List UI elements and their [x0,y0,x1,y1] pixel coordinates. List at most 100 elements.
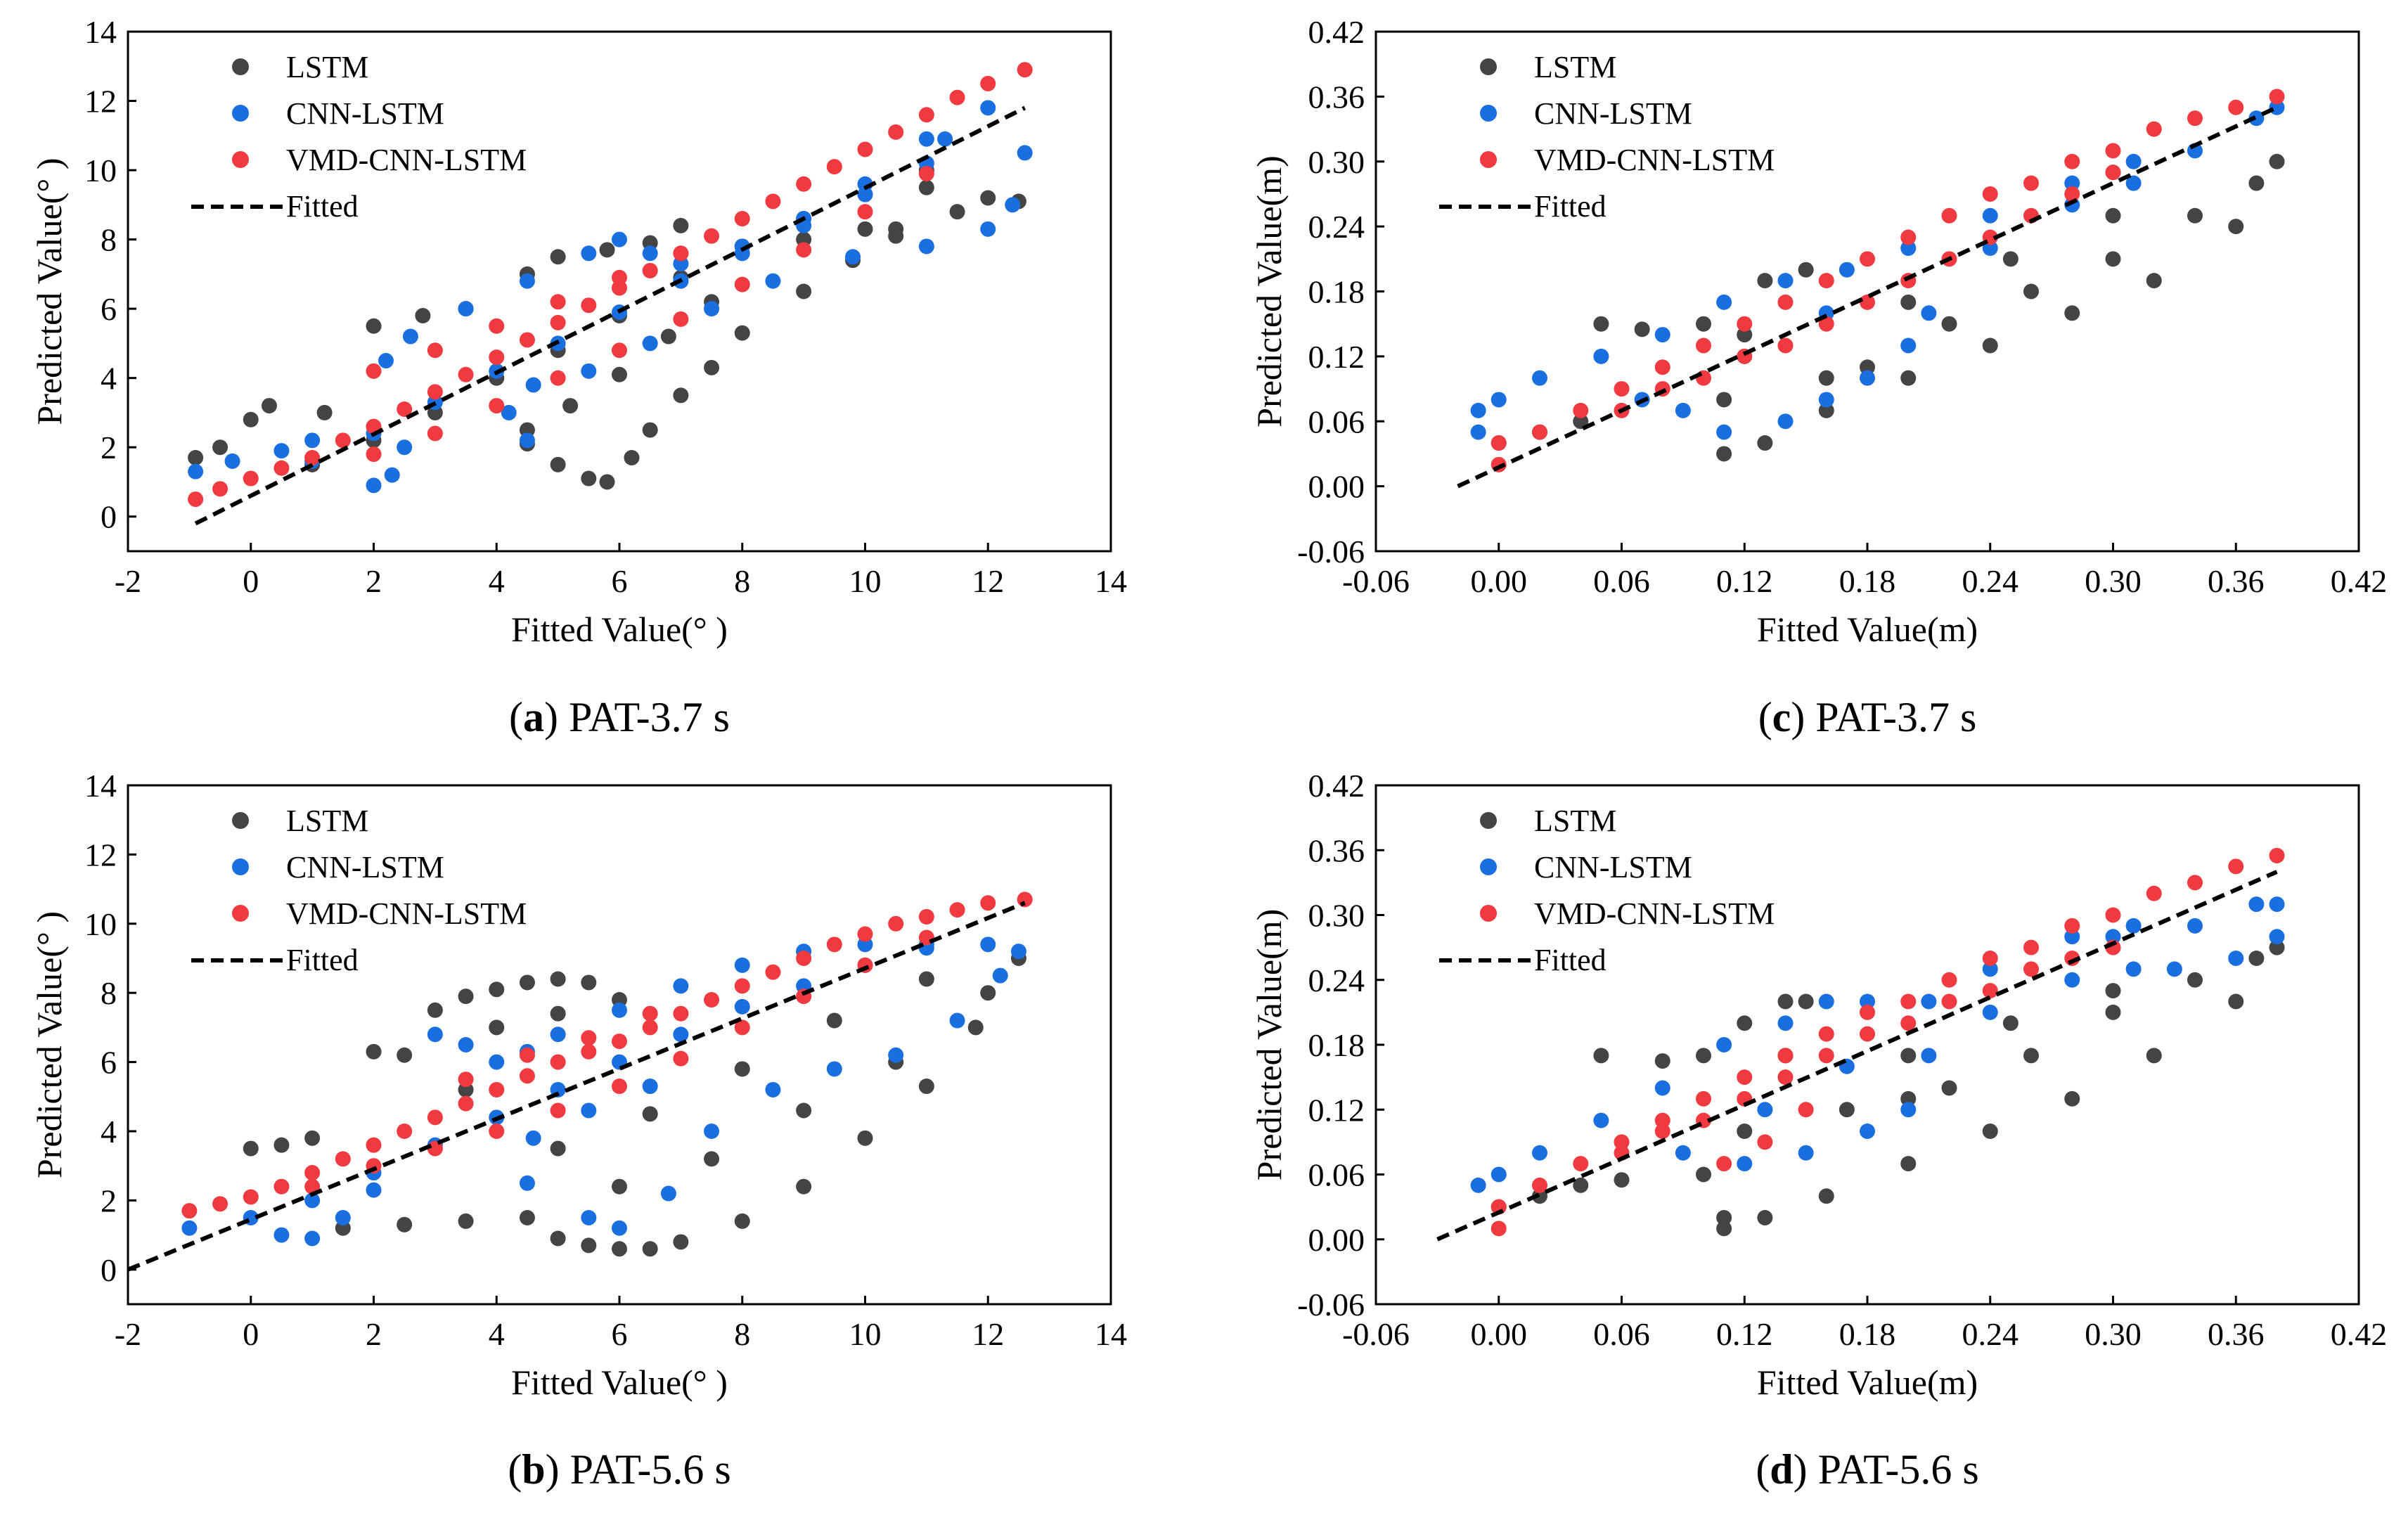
data-point [519,273,535,289]
data-point [1654,359,1670,375]
data-point [704,301,720,317]
data-point [2105,207,2121,224]
data-point [918,131,934,147]
data-point [845,249,861,265]
data-point [980,221,996,237]
data-point [992,967,1008,984]
data-point [181,1203,198,1219]
data-point [612,231,627,247]
data-point [1860,359,1875,375]
data-point [2105,983,2121,999]
legend-label: Fitted [1534,189,1607,224]
data-point [826,1012,842,1029]
data-point [1818,1048,1834,1064]
data-point [1737,1156,1753,1172]
data-point [1654,327,1670,343]
fitted-line [194,105,1026,526]
data-point [550,971,566,987]
data-point [1777,337,1794,354]
data-point [2125,153,2142,169]
data-point [1982,1124,1998,1139]
data-point [550,1054,566,1070]
data-point [489,981,505,998]
data-point [427,1026,443,1043]
data-point [704,1124,720,1139]
data-point [918,238,934,255]
data-point [2023,961,2039,977]
y-tick-label: 6 [101,291,117,327]
data-point [2187,918,2203,934]
chart-b: -2 0 2 4 6 8 10 12 14 0 2 4 6 8 10 12 14 Fitted Value(° )… [30,768,1127,1493]
legend-swatch-lstm [232,58,249,75]
data-point [624,449,640,465]
data-point [458,301,474,317]
plot-area [1457,89,2285,489]
y-tick-label: 8 [101,975,117,1011]
y-tick-label: 0.30 [1308,898,1365,934]
x-tick-label: 6 [612,563,628,599]
data-point [1982,207,1998,224]
y-tick-label: -0.06 [1297,534,1365,569]
data-point [2125,918,2142,934]
fitted-line [128,901,1026,1272]
data-point [734,998,750,1015]
x-axis-label: Fitted Value(° ) [511,610,728,649]
legend-swatch-cnn-lstm [232,858,249,875]
data-point [2187,110,2203,127]
data-point [212,481,228,497]
legend-swatch-lstm [232,812,249,829]
data-point [2187,875,2203,891]
data-point [1982,1004,1998,1020]
legend-label: VMD-CNN-LSTM [1534,896,1775,931]
data-point [1860,993,1875,1010]
series-vmd-cnn-lstm [1490,847,2285,1237]
x-tick-label: 0.00 [1471,563,1528,599]
caption-text: PAT-3.7 s [1805,694,1976,740]
data-point [1573,1156,1589,1172]
data-point [2146,885,2162,901]
caption-text: ( [508,1446,522,1493]
x-tick-label: 0.18 [1839,1316,1896,1352]
y-axis-label: Predicted Value(° ) [30,157,69,425]
data-point [304,432,321,449]
x-tick-label: 0 [243,563,259,599]
data-point [335,1151,351,1167]
caption-text: PAT-5.6 s [560,1446,731,1493]
legend-label: CNN-LSTM [1534,850,1692,884]
y-tick-label: 0 [101,499,117,535]
data-point [1982,983,1998,999]
legend-label: LSTM [286,50,368,84]
data-point [304,1230,321,1247]
caption: (a) PAT-3.7 s [509,694,730,740]
data-point [304,449,321,465]
data-point [1757,1210,1773,1225]
data-point [1777,294,1794,310]
data-point [581,1237,597,1254]
y-axis-label: Predicted Value(° ) [30,911,69,1178]
data-point [1470,424,1486,440]
data-point [918,1079,934,1095]
data-point [581,363,597,379]
data-point [519,1047,535,1063]
series-cnn-lstm [181,936,1026,1247]
data-point [1737,1124,1753,1139]
data-point [1593,1112,1609,1128]
y-tick-label: 0.24 [1308,962,1365,998]
x-tick-label: 4 [489,563,505,599]
data-point [489,1054,505,1070]
data-point [2269,896,2285,913]
data-point [489,1124,505,1139]
data-point [1860,251,1875,267]
data-point [1798,262,1814,278]
data-point [525,1130,541,1146]
data-point [765,1081,781,1097]
data-point [642,1005,658,1022]
data-point [1757,273,1773,289]
plot-frame [1374,784,2360,1306]
data-point [918,971,934,987]
data-point [1716,392,1732,408]
data-point [1777,413,1794,430]
x-tick-label: 2 [366,563,382,599]
plot-area [128,891,1033,1272]
legend: LSTM CNN-LSTM VMD-CNN-LSTM Fitted [191,804,527,977]
